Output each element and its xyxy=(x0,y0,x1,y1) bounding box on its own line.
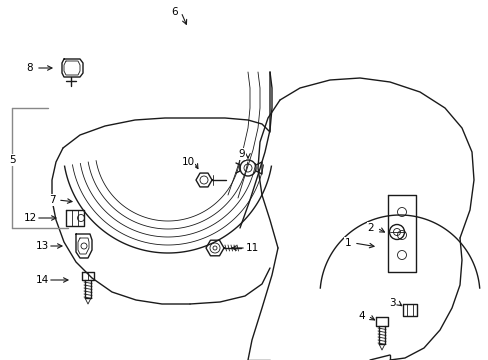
Text: 4: 4 xyxy=(358,311,365,321)
Text: 3: 3 xyxy=(388,298,394,308)
Text: 5: 5 xyxy=(9,155,15,165)
Text: 6: 6 xyxy=(171,7,178,17)
Text: 2: 2 xyxy=(367,223,373,233)
Text: 14: 14 xyxy=(35,275,48,285)
Text: 7: 7 xyxy=(49,195,55,205)
Text: 11: 11 xyxy=(245,243,258,253)
Text: 8: 8 xyxy=(27,63,33,73)
Text: 1: 1 xyxy=(344,238,350,248)
Text: 13: 13 xyxy=(35,241,48,251)
Text: 12: 12 xyxy=(23,213,37,223)
Text: 9: 9 xyxy=(238,149,245,159)
Text: 10: 10 xyxy=(181,157,194,167)
